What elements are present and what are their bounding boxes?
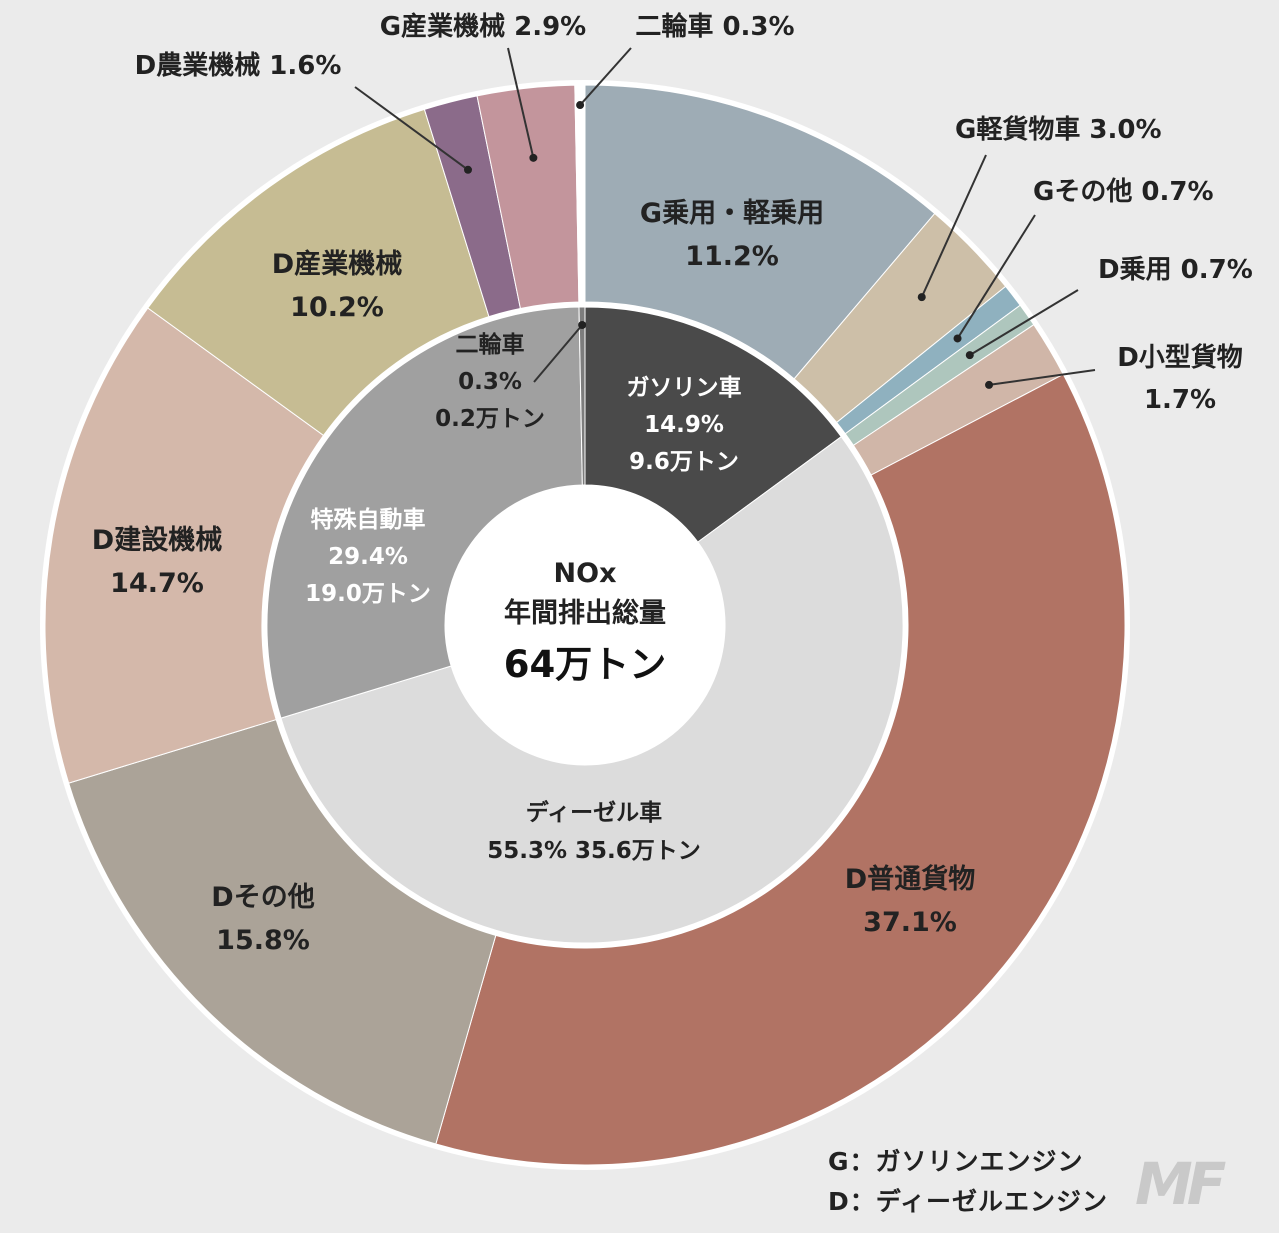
outer-leader-dot [985,380,994,389]
center-hole [445,485,725,765]
outer-leader-dot [576,101,585,110]
outer-leader-line [956,214,1036,339]
outer-leader-dot [917,293,926,302]
inner-ring [266,306,904,944]
outer-label-name: D建設機械 [92,524,222,556]
center-subtitle: 年間排出総量 [504,597,666,629]
outer-label-name: Dその他 [211,882,314,913]
inner-label-name: ガソリン車 [627,375,742,401]
outer-callout-label: D農業機械 1.6% [135,51,342,81]
outer-leader-line [969,289,1079,356]
inner-label-value: 55.3% 35.6万トン [487,838,701,864]
leader-lines [354,47,1096,389]
outer-callout-label: Gその他 0.7% [1033,177,1214,207]
outer-leader-line [507,47,535,159]
outer-leader-dot [464,165,473,174]
outer-label-name: D産業機械 [272,248,402,280]
inner-label-name: ディーゼル車 [526,799,662,826]
outer-label-pct: 14.7% [110,568,204,599]
outer-leader-dot [965,351,974,360]
outer-callout-pct: 1.7% [1144,385,1216,415]
legend-diesel: D：ディーゼルエンジン [828,1187,1109,1216]
outer-label-name: G乗用・軽乗用 [640,198,824,229]
outer-leader-dot [953,334,962,343]
inner-label-pct: 0.3% [458,369,522,395]
outer-callout-label: G軽貨物車 3.0% [955,114,1162,145]
outer-callout-label: G産業機械 2.9% [380,11,587,42]
inner-leader-line [533,324,583,383]
outer-callout-label: 二輪車 0.3% [635,11,794,42]
outer-leader-line [579,47,632,106]
center-total: 64万トン [504,643,667,686]
outer-leader-line [354,86,469,171]
outer-leader-line [920,154,987,298]
inner-label-tons: 19.0万トン [305,581,431,607]
outer-leader-dot [529,153,538,162]
outer-label-name: D普通貨物 [845,863,975,895]
outer-label-pct: 37.1% [863,907,957,938]
inner-leader-dot [578,321,587,330]
outer-ring [44,84,1126,1166]
outer-label-pct: 11.2% [685,241,779,272]
site-logo: MF [1135,1150,1226,1218]
outer-callout-label: D乗用 0.7% [1098,255,1253,285]
center-title: NOx [554,558,617,589]
outer-leader-line [988,369,1096,386]
legend-gasoline: G：ガソリンエンジン [828,1147,1084,1176]
inner-label-pct: 29.4% [328,544,408,570]
inner-label-tons: 0.2万トン [435,406,545,432]
outer-callout-name: D小型貨物 [1117,342,1243,373]
inner-label-name: 特殊自動車 [311,506,426,533]
inner-label-pct: 14.9% [644,412,724,438]
inner-label-tons: 9.6万トン [629,449,739,475]
outer-label-pct: 10.2% [290,292,384,323]
outer-label-pct: 15.8% [216,925,310,956]
inner-label-name: 二輪車 [456,331,525,358]
